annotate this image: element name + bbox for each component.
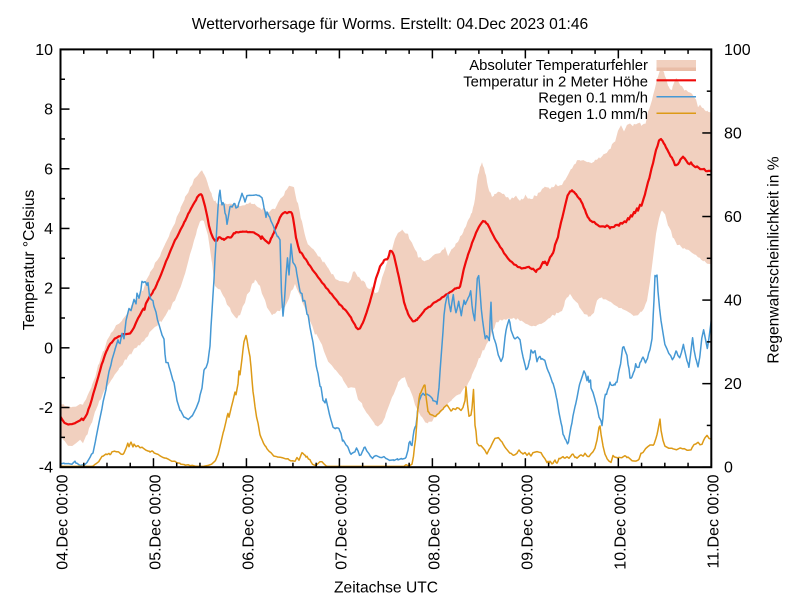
svg-text:06.Dec 00:00: 06.Dec 00:00 <box>240 474 257 569</box>
svg-text:10.Dec 00:00: 10.Dec 00:00 <box>612 474 629 569</box>
svg-text:08.Dec 00:00: 08.Dec 00:00 <box>426 474 443 569</box>
svg-text:80: 80 <box>724 126 742 143</box>
svg-text:Absoluter Temperaturfehler: Absoluter Temperaturfehler <box>469 58 648 74</box>
svg-text:04.Dec 00:00: 04.Dec 00:00 <box>55 474 72 569</box>
svg-text:20: 20 <box>724 376 742 393</box>
svg-text:09.Dec 00:00: 09.Dec 00:00 <box>519 474 536 569</box>
svg-text:Regenwahrscheinlichkeit in %: Regenwahrscheinlichkeit in % <box>766 156 783 363</box>
svg-text:Regen 1.0 mm/h: Regen 1.0 mm/h <box>538 107 648 123</box>
svg-text:8: 8 <box>44 102 53 119</box>
svg-text:2: 2 <box>44 281 53 298</box>
svg-text:40: 40 <box>724 293 742 310</box>
svg-text:Temperatur in 2 Meter Höhe: Temperatur in 2 Meter Höhe <box>463 74 648 90</box>
svg-text:Wettervorhersage für Worms. Er: Wettervorhersage für Worms. Erstellt: 04… <box>192 16 588 33</box>
svg-text:11.Dec 00:00: 11.Dec 00:00 <box>705 474 722 568</box>
svg-text:60: 60 <box>724 209 742 226</box>
svg-text:6: 6 <box>44 161 53 178</box>
svg-text:0: 0 <box>44 340 53 357</box>
svg-text:10: 10 <box>35 42 53 59</box>
svg-text:Regen 0.1 mm/h: Regen 0.1 mm/h <box>538 91 648 107</box>
svg-text:Temperatur °Celsius: Temperatur °Celsius <box>21 190 38 331</box>
svg-text:05.Dec 00:00: 05.Dec 00:00 <box>148 474 165 569</box>
svg-text:Zeitachse UTC: Zeitachse UTC <box>334 580 438 597</box>
svg-text:0: 0 <box>724 460 733 477</box>
svg-text:-2: -2 <box>39 400 53 417</box>
svg-text:07.Dec 00:00: 07.Dec 00:00 <box>333 474 350 569</box>
svg-text:-4: -4 <box>39 460 53 477</box>
svg-text:100: 100 <box>724 42 751 59</box>
svg-text:4: 4 <box>44 221 53 238</box>
